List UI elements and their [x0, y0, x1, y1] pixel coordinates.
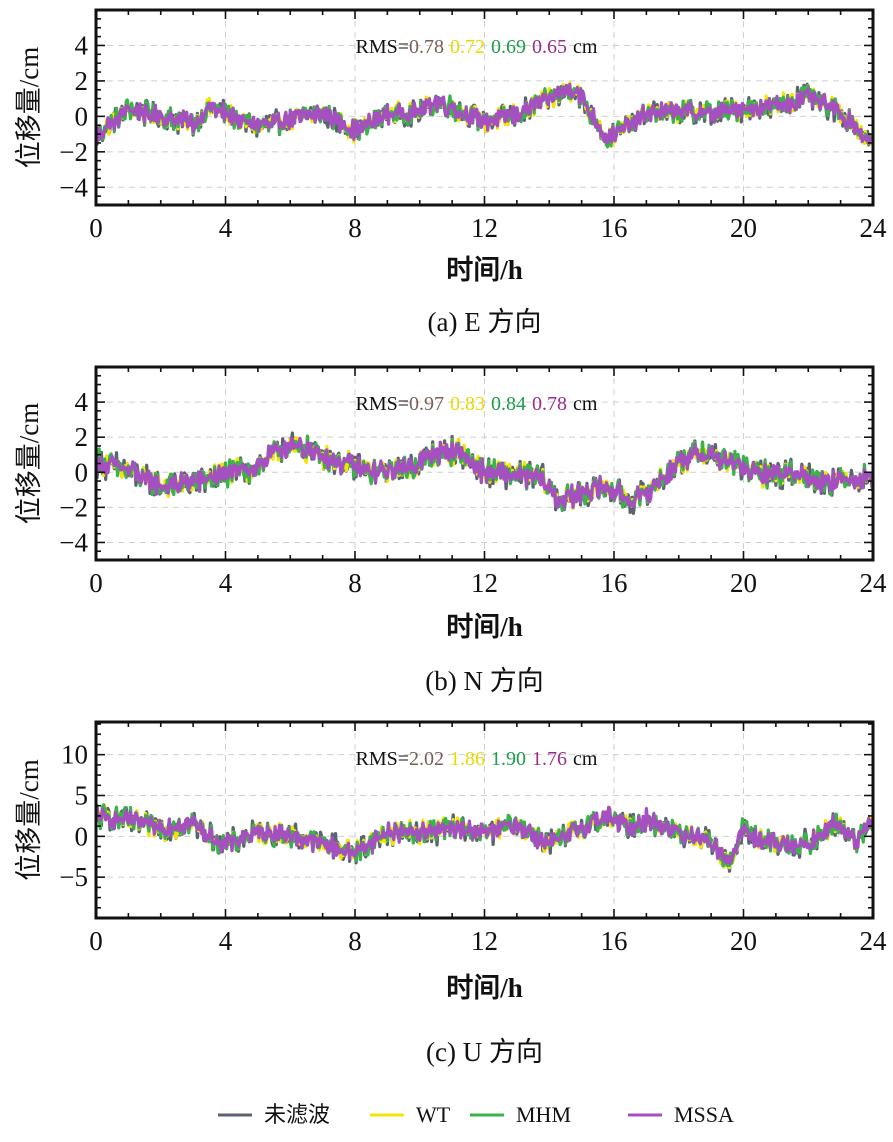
- rms-value-MHM: 0.84: [491, 393, 526, 415]
- y-tick-label: 0: [75, 457, 89, 487]
- x-tick-label: 12: [471, 926, 498, 956]
- rms-value-未滤波: 2.02: [409, 748, 444, 770]
- axis-ticks: [95, 366, 874, 561]
- x-tick-label: 20: [730, 213, 757, 243]
- x-tick-label: 20: [730, 926, 757, 956]
- x-tick-label: 24: [860, 213, 888, 243]
- panel-caption: (a) E 方向: [428, 307, 542, 337]
- x-axis-label: 时间/h: [446, 973, 523, 1003]
- legend: 未滤波 WT MHM MSSA: [218, 1102, 734, 1127]
- panel-caption: (c) U 方向: [426, 1037, 543, 1067]
- rms-value-MHM: 0.69: [491, 36, 526, 58]
- y-tick-label: −4: [59, 527, 88, 557]
- series-group: [96, 80, 873, 149]
- rms-value-WT: 0.83: [450, 393, 485, 415]
- x-tick-label: 12: [471, 213, 498, 243]
- x-tick-label: 0: [89, 213, 103, 243]
- x-tick-label: 4: [219, 926, 233, 956]
- y-tick-label: −4: [59, 172, 88, 202]
- rms-annotation: RMS=2.02 1.86 1.90 1.76 cm: [356, 748, 598, 770]
- legend-label: MHM: [516, 1102, 571, 1127]
- legend-label: MSSA: [674, 1102, 734, 1127]
- series-group: [96, 431, 873, 516]
- x-tick-label: 8: [348, 568, 362, 598]
- rms-value-WT: 1.86: [450, 748, 485, 770]
- axis-ticks: [95, 9, 874, 206]
- legend-item-MSSA: MSSA: [628, 1102, 734, 1127]
- x-tick-label: 4: [219, 568, 233, 598]
- rms-value-MHM: 1.90: [491, 748, 526, 770]
- x-axis-label: 时间/h: [446, 255, 523, 285]
- y-tick-label: 0: [75, 101, 89, 131]
- rms-annotation: RMS=0.78 0.72 0.69 0.65 cm: [356, 36, 598, 58]
- axis-ticks: [95, 722, 874, 919]
- rms-value-MSSA: 0.78: [532, 393, 567, 415]
- rms-value-MSSA: 1.76: [532, 748, 567, 770]
- x-tick-label: 4: [219, 213, 233, 243]
- y-tick-label: 0: [75, 821, 89, 851]
- rms-prefix: RMS=: [356, 393, 410, 415]
- x-tick-label: 16: [601, 568, 628, 598]
- x-tick-label: 24: [860, 568, 888, 598]
- x-tick-label: 0: [89, 568, 103, 598]
- rms-annotation: RMS=0.97 0.83 0.84 0.78 cm: [356, 393, 598, 415]
- legend-item-MHM: MHM: [470, 1102, 571, 1127]
- legend-item-WT: WT: [370, 1102, 451, 1127]
- legend-item-未滤波: 未滤波: [218, 1102, 330, 1127]
- y-tick-label: 2: [75, 422, 89, 452]
- y-tick-label: 10: [61, 740, 88, 770]
- rms-value-未滤波: 0.78: [409, 36, 444, 58]
- rms-unit: cm: [573, 393, 598, 415]
- rms-prefix: RMS=: [356, 36, 410, 58]
- x-tick-label: 12: [471, 568, 498, 598]
- y-tick-label: −5: [59, 862, 88, 892]
- y-tick-label: 5: [75, 781, 89, 811]
- series-group: [96, 803, 873, 873]
- y-tick-label: 4: [75, 387, 89, 417]
- rms-value-未滤波: 0.97: [409, 393, 444, 415]
- y-tick-label: 2: [75, 66, 89, 96]
- rms-value-WT: 0.72: [450, 36, 485, 58]
- x-axis-label: 时间/h: [446, 612, 523, 642]
- y-axis-label: 位移量/cm: [14, 403, 44, 525]
- y-tick-label: −2: [59, 137, 88, 167]
- panel-caption: (b) N 方向: [425, 666, 543, 696]
- y-tick-label: −2: [59, 492, 88, 522]
- y-tick-label: 4: [75, 30, 89, 60]
- x-tick-label: 8: [348, 926, 362, 956]
- x-tick-label: 20: [730, 568, 757, 598]
- panel-c: 0 4 8 12 16 20 24 −5 0 5 10 位移量/cm 时间/h (c) U 方向 RMS=2…: [14, 720, 888, 1067]
- legend-label: WT: [416, 1102, 451, 1127]
- legend-label: 未滤波: [264, 1102, 330, 1127]
- x-tick-label: 16: [601, 213, 628, 243]
- series-line-MSSA: [96, 436, 873, 510]
- series-line-MSSA: [96, 82, 873, 145]
- series-line-MSSA: [96, 805, 873, 865]
- x-tick-label: 8: [348, 213, 362, 243]
- x-tick-label: 0: [89, 926, 103, 956]
- x-tick-label: 24: [860, 926, 888, 956]
- rms-unit: cm: [573, 36, 598, 58]
- rms-prefix: RMS=: [356, 748, 410, 770]
- y-axis-label: 位移量/cm: [14, 759, 44, 881]
- rms-unit: cm: [573, 748, 598, 770]
- y-axis-label: 位移量/cm: [14, 47, 44, 169]
- x-tick-label: 16: [601, 926, 628, 956]
- rms-value-MSSA: 0.65: [532, 36, 567, 58]
